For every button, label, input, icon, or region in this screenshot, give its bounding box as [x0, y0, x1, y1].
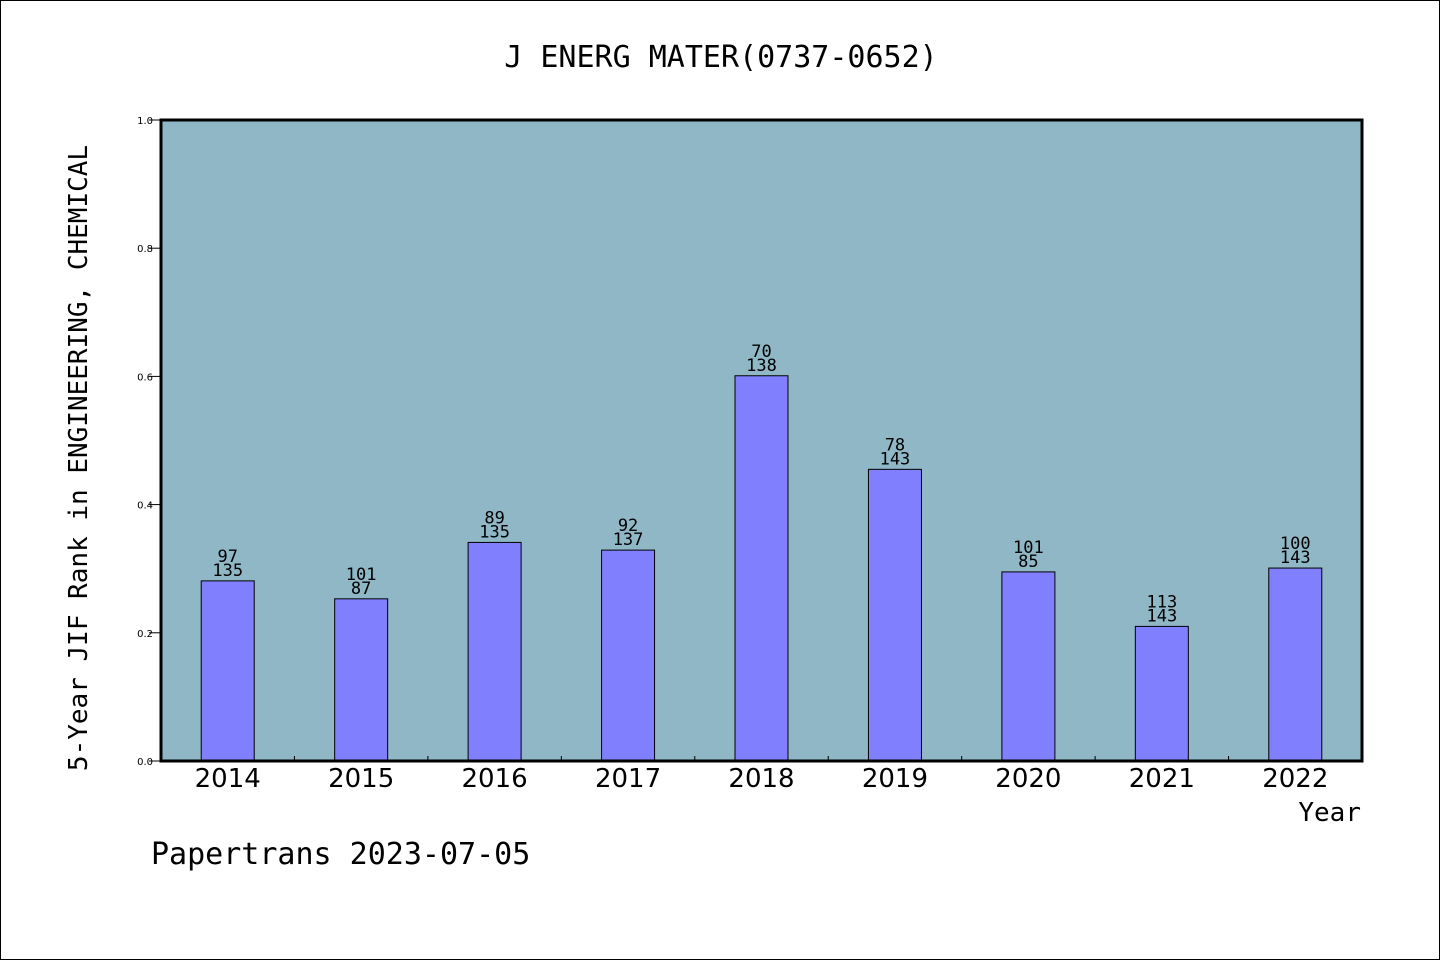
y-tick-label: 0.4 [137, 501, 153, 512]
bar-label-bottom-2018: 138 [746, 356, 777, 376]
bar-label-top-2019: 78 [885, 435, 905, 455]
x-tick-label-2015: 2015 [328, 764, 394, 794]
x-tick-label-2020: 2020 [995, 764, 1061, 794]
x-axis-label: Year [1298, 798, 1361, 828]
bar-label-top-2014: 97 [217, 547, 237, 567]
y-tick-label: 0.2 [137, 629, 153, 640]
bar-label-top-2016: 89 [484, 508, 504, 528]
bar-2016 [467, 541, 522, 762]
bar-label-top-2022: 100 [1280, 534, 1311, 554]
bar-label-bottom-2017: 137 [613, 530, 644, 550]
y-axis-label: 5-Year JIF Rank in ENGINEERING, CHEMICAL [64, 145, 94, 771]
bar-label-bottom-2020: 85 [1018, 552, 1038, 572]
footer-source: Papertrans 2023-07-05 [151, 837, 530, 872]
plot-border [159, 118, 1364, 763]
bar-label-top-2017: 92 [618, 516, 638, 536]
y-tick-label: 0.6 [137, 372, 153, 383]
x-tick-label-2022: 2022 [1262, 764, 1328, 794]
bar-2019 [867, 468, 922, 762]
bar-2014 [200, 580, 255, 762]
x-tick-label-2019: 2019 [862, 764, 928, 794]
x-tick-label-2014: 2014 [195, 764, 261, 794]
bar-label-top-2018: 70 [751, 342, 771, 362]
chart-title: J ENERG MATER(0737-0652) [504, 40, 937, 75]
bar-2020 [1001, 571, 1056, 762]
y-tick-label: 0.8 [137, 244, 153, 255]
bar-2018 [734, 375, 789, 762]
x-tick-label-2016: 2016 [462, 764, 528, 794]
bar-label-bottom-2021: 143 [1146, 606, 1177, 626]
bar-label-top-2020: 101 [1013, 538, 1044, 558]
bar-label-bottom-2022: 143 [1280, 548, 1311, 568]
x-tick-label-2018: 2018 [728, 764, 794, 794]
bar-label-bottom-2015: 87 [351, 579, 371, 599]
bar-2021 [1134, 625, 1189, 762]
bar-2022 [1268, 567, 1323, 762]
y-tick-label: 0.0 [137, 757, 153, 768]
x-tick-label-2021: 2021 [1129, 764, 1195, 794]
bar-label-bottom-2016: 135 [479, 522, 510, 542]
bar-label-bottom-2019: 143 [880, 449, 911, 469]
bar-label-bottom-2014: 135 [212, 561, 243, 581]
bar-label-top-2015: 101 [346, 565, 377, 585]
y-tick-label: 1.0 [137, 116, 153, 127]
bar-2015 [334, 598, 389, 762]
x-tick-label-2017: 2017 [595, 764, 661, 794]
bar-label-top-2021: 113 [1146, 592, 1177, 612]
bar-2017 [601, 549, 656, 762]
